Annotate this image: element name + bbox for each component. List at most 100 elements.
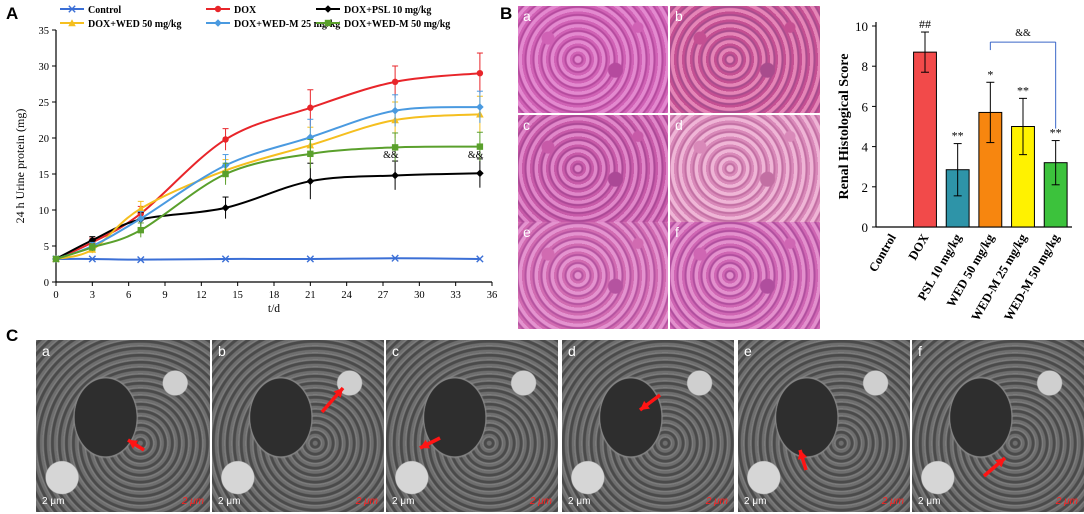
data-point	[391, 171, 399, 180]
histology-micrograph-d: d	[670, 115, 820, 222]
legend-item: DOX+WED-M 25 mg/kg	[206, 19, 340, 30]
data-point-stroke	[391, 254, 399, 262]
panel-label-c: C	[6, 326, 19, 345]
panel-label-b: B	[500, 4, 513, 23]
histology-sublabel: f	[675, 224, 679, 240]
data-point	[324, 5, 332, 13]
scale-bar-label-red: 2 μm	[355, 496, 378, 507]
series-line	[55, 257, 480, 261]
y-axis-label: Renal Histological Score	[837, 54, 852, 200]
y-axis-label: 24 h Urine protein (mg)	[13, 109, 27, 224]
x-axis-label: t/d	[268, 303, 280, 315]
legend-label: DOX	[234, 5, 257, 16]
legend-label: DOX+WED-M 50 mg/kg	[344, 19, 450, 30]
scale-bar-label-red: 2 μm	[1055, 496, 1078, 507]
series-2	[52, 158, 484, 263]
bar	[913, 51, 937, 228]
em-sublabel: e	[744, 343, 752, 359]
em-sublabel: b	[218, 343, 226, 359]
electron-micrograph-a: a 2 μm 2 μm	[36, 340, 210, 512]
em-sublabel: d	[568, 343, 576, 359]
x-tick-label: 27	[378, 290, 389, 301]
scale-bar-label: 2 μm	[918, 496, 941, 507]
series-line	[55, 113, 480, 260]
histology-sublabel: b	[675, 8, 683, 24]
data-point	[214, 5, 222, 13]
data-point	[222, 170, 229, 178]
data-point-stroke	[68, 5, 76, 13]
data-point	[68, 19, 76, 27]
histology-micrograph-a: a	[518, 6, 668, 113]
data-point-stroke	[88, 255, 97, 263]
y-tick-label: 5	[44, 242, 49, 253]
legend-label: DOX+PSL 10 mg/kg	[344, 5, 431, 16]
scale-bar-label-red: 2 μm	[705, 496, 728, 507]
scale-bar-label: 2 μm	[42, 496, 65, 507]
y-tick-label: 6	[862, 99, 869, 114]
y-tick-label: 10	[39, 206, 50, 217]
scale-bar-label: 2 μm	[744, 496, 767, 507]
electron-micrograph-f: f 2 μm 2 μm	[912, 340, 1084, 512]
data-point-stroke	[221, 255, 230, 263]
legend-label: DOX+WED-M 25 mg/kg	[234, 19, 340, 30]
em-sublabel: f	[918, 343, 922, 359]
electron-micrograph-b: b 2 μm 2 μm	[212, 340, 384, 512]
x-tick-label: 30	[414, 290, 425, 301]
histology-sublabel: c	[523, 117, 530, 133]
annotation: &&	[383, 150, 399, 161]
y-tick-label: 0	[44, 278, 49, 289]
electron-micrograph-c: c 2 μm 2 μm	[386, 340, 558, 512]
data-point-stroke	[476, 255, 484, 263]
x-tick-label: 21	[305, 290, 316, 301]
scale-bar-label-red: 2 μm	[181, 496, 204, 507]
x-tick-label: 6	[126, 290, 131, 301]
data-point	[306, 177, 315, 185]
y-tick-label: 0	[862, 220, 869, 235]
histology-sublabel: e	[523, 224, 531, 240]
data-point	[136, 214, 145, 223]
significance-label: ##	[919, 17, 931, 31]
legend-item: Control	[60, 5, 121, 16]
data-point	[307, 104, 314, 111]
data-point	[89, 244, 96, 251]
data-point-stroke	[137, 255, 145, 264]
em-sublabel: c	[392, 343, 399, 359]
scale-bar-label: 2 μm	[568, 496, 591, 507]
y-tick-label: 25	[39, 98, 50, 109]
data-point	[391, 144, 399, 151]
electron-micrograph-e: e 2 μm 2 μm	[738, 340, 910, 512]
x-tick-label: 9	[162, 290, 167, 301]
data-point	[307, 150, 314, 158]
x-tick-label: Control	[866, 231, 899, 274]
y-tick-label: 10	[855, 19, 868, 34]
data-point	[52, 255, 60, 263]
data-point	[136, 204, 145, 212]
data-point	[391, 78, 399, 86]
legend-item: DOX+WED-M 50 mg/kg	[316, 19, 450, 30]
x-tick-label: 24	[341, 290, 352, 301]
x-tick-label: DOX	[906, 232, 932, 263]
histology-sublabel: d	[675, 117, 683, 133]
scale-bar-label: 2 μm	[392, 496, 415, 507]
x-tick-label: 33	[450, 290, 461, 301]
histology-micrograph-c: c	[518, 115, 668, 222]
em-sublabel: a	[42, 343, 50, 359]
series-0	[52, 254, 484, 264]
data-point	[137, 226, 144, 234]
y-tick-label: 35	[39, 26, 50, 37]
series-line	[55, 106, 480, 260]
data-point	[476, 103, 484, 111]
y-tick-label: 4	[862, 140, 869, 155]
scale-bar-label-red: 2 μm	[529, 496, 552, 507]
x-tick-label: 3	[90, 290, 95, 301]
electron-micrograph-d: d 2 μm 2 μm	[562, 340, 734, 512]
x-tick-label: 18	[269, 290, 280, 301]
y-tick-label: 15	[39, 170, 50, 181]
data-point	[324, 19, 332, 27]
panel-label-a: A	[6, 4, 19, 23]
series-line	[55, 145, 480, 260]
histology-micrograph-f: f	[670, 222, 820, 329]
data-point-stroke	[306, 255, 315, 263]
histological-score-bar-chart: 0 2 4 6 8 10 Renal Histological Score Control ##…	[837, 17, 1072, 323]
